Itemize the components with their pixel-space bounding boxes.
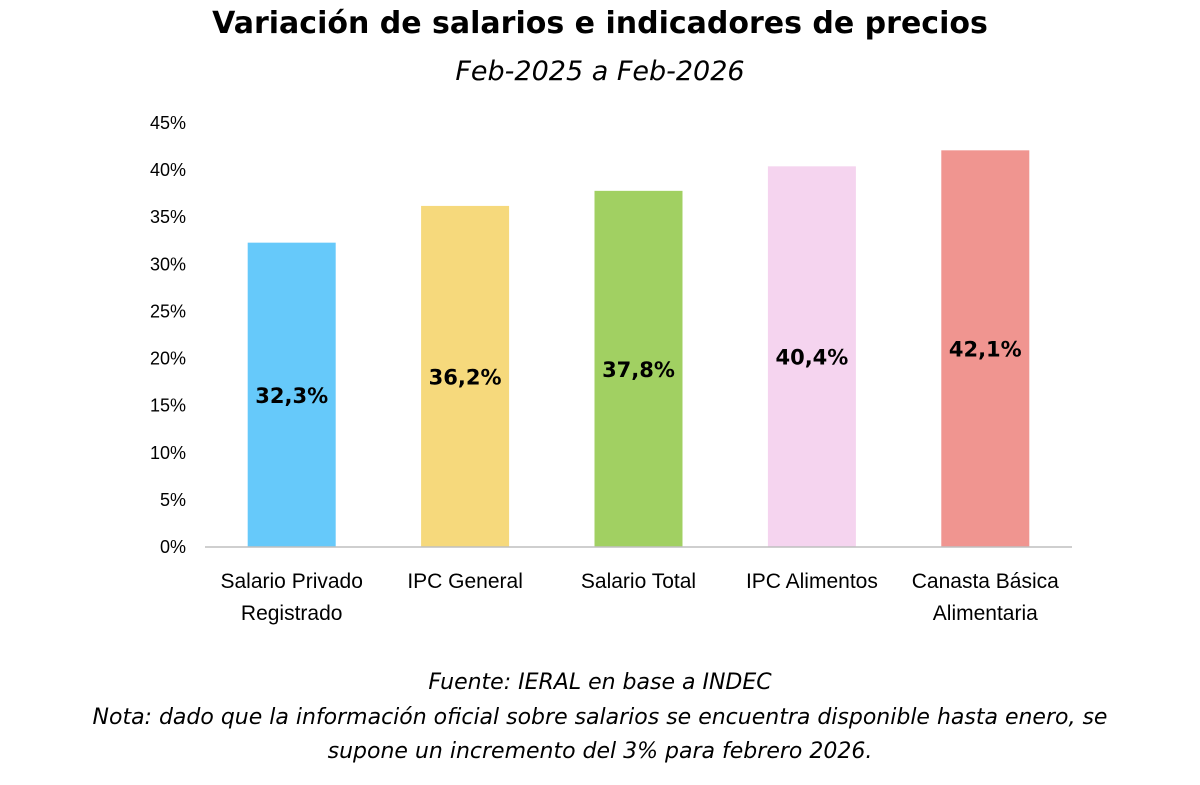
- category-label: IPC Alimentos: [746, 570, 878, 593]
- x-axis: Salario Privado Registrado IPC General Sala…: [220, 570, 1059, 625]
- category-label: Registrado: [241, 602, 343, 625]
- bar: [421, 205, 510, 547]
- footnote: Nota: dado que la información oficial so…: [0, 701, 1200, 769]
- y-tick-label: 0%: [160, 537, 186, 557]
- chart-title: Variación de salarios e indicadores de p…: [212, 6, 988, 41]
- y-tick-label: 30%: [150, 254, 186, 274]
- y-tick-label: 20%: [150, 349, 186, 369]
- data-label: 32,3%: [255, 384, 328, 408]
- y-tick-label: 5%: [160, 490, 186, 510]
- data-label: 36,2%: [429, 365, 502, 389]
- source-note: Fuente: IERAL en base a INDEC: [428, 670, 772, 695]
- category-label: Salario Total: [581, 570, 696, 593]
- y-axis: 0% 5% 10% 15% 20% 25% 30% 35% 40% 45%: [150, 113, 186, 557]
- y-tick-label: 45%: [150, 113, 186, 133]
- bar: [941, 150, 1030, 547]
- footnote-line-2: supone un incremento del 3% para febrero…: [327, 739, 873, 764]
- y-tick-label: 15%: [150, 396, 186, 416]
- bar: [767, 166, 856, 547]
- bars-group: 32,3% 36,2% 37,8% 40,4% 42,1%: [247, 150, 1030, 547]
- category-label: Alimentaria: [933, 602, 1038, 625]
- data-label: 37,8%: [602, 358, 675, 382]
- y-tick-label: 40%: [150, 160, 186, 180]
- footnote-line-1: Nota: dado que la información oficial so…: [92, 705, 1108, 730]
- y-tick-label: 35%: [150, 207, 186, 227]
- y-tick-label: 25%: [150, 301, 186, 321]
- y-tick-label: 10%: [150, 443, 186, 463]
- data-label: 40,4%: [775, 346, 848, 370]
- category-label: IPC General: [407, 570, 523, 593]
- chart-subtitle: Feb-2025 a Feb-2026: [455, 56, 745, 87]
- bar: [247, 242, 336, 547]
- category-label: Canasta Básica: [912, 570, 1059, 593]
- bar-chart: 0%5%10%15%20%25%30%35%40%45% 32,3%36,2% 3…: [150, 113, 1072, 625]
- data-label: 42,1%: [949, 338, 1022, 362]
- bar: [594, 190, 683, 547]
- category-label: Salario Privado: [220, 570, 362, 593]
